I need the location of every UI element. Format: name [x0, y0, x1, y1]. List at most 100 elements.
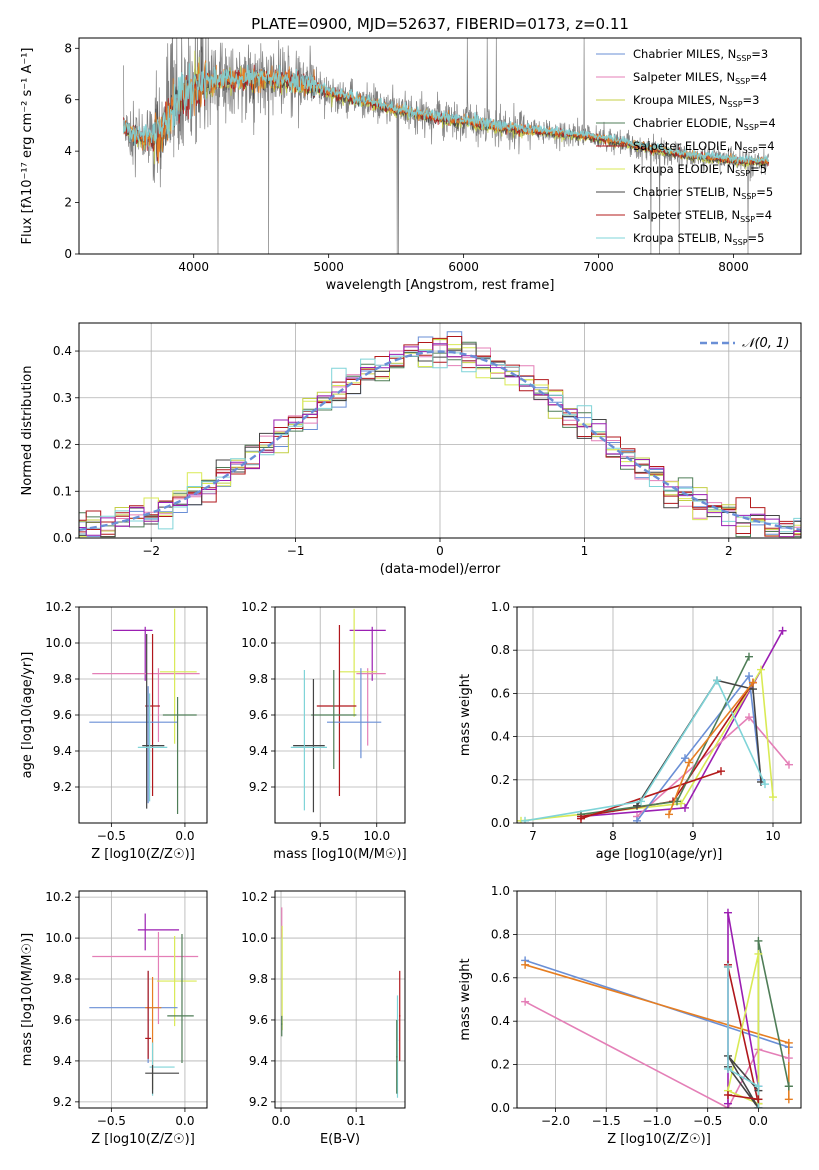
y-tick-label: 9.8 [53, 672, 72, 686]
weight-point-marker [754, 1095, 763, 1104]
x-axis-label: Z [log10(Z/Z☉)] [91, 1132, 195, 1147]
y-tick-label: 2 [64, 196, 72, 210]
y-tick-label: 0.2 [53, 438, 72, 452]
y-tick-label: 9.6 [53, 1013, 72, 1027]
y-tick-label: 9.2 [249, 1095, 268, 1109]
weight-vs-Z-panel: −2.0 −1.5 −1.0 −0.5 0.0 0.0 0.2 0.4 0.6 0.8 1.0 Z [… [458, 884, 802, 1147]
y-tick-label: 9.4 [53, 1054, 72, 1068]
y-tick-label: 9.4 [249, 1054, 268, 1068]
axes-frame [274, 890, 406, 1109]
x-tick-label: 9 [689, 829, 697, 843]
x-tick-label: −2.0 [541, 1114, 570, 1128]
x-tick-label: 0.0 [175, 829, 194, 843]
weight-point-marker [665, 810, 673, 819]
x-tick-label: 4000 [178, 260, 209, 274]
y-tick-label: 10.2 [45, 600, 72, 614]
y-tick-label: 9.2 [53, 1095, 72, 1109]
y-tick-label: 9.4 [53, 744, 72, 758]
weight-point-marker [769, 793, 777, 802]
y-tick-label: 0.0 [491, 816, 510, 830]
weight-series-line [636, 674, 762, 822]
weight-point-marker [784, 1082, 793, 1091]
weight-point-marker [745, 652, 753, 661]
weight-series-line [727, 1055, 760, 1108]
x-tick-label: −1 [287, 544, 305, 558]
weight-series-line [727, 912, 760, 1104]
x-tick-label: 10.0 [363, 829, 390, 843]
x-tick-label: 7000 [583, 260, 614, 274]
y-tick-label: 8 [64, 41, 72, 55]
x-tick-label: −1.5 [592, 1114, 621, 1128]
y-tick-label: 10.0 [241, 636, 268, 650]
y-tick-label: 0.2 [491, 1058, 510, 1072]
weight-point-marker [778, 626, 787, 635]
y-tick-label: 10.0 [241, 931, 268, 945]
weight-point-marker [754, 1082, 763, 1091]
y-tick-label: 0.4 [53, 344, 72, 358]
legend-entry: 𝒩(0, 1) [742, 336, 789, 351]
mass-vs-EBV-panel: 0.0 0.1 9.2 9.4 9.6 9.8 10.0 10.2 E(B-V) [241, 890, 406, 1147]
normal-reference-curve [79, 350, 801, 531]
residual-histogram-series [79, 344, 801, 535]
weight-point-marker [681, 803, 689, 812]
residual-histogram-series [79, 338, 801, 538]
y-tick-label: 6 [64, 93, 72, 107]
weight-point-marker [723, 908, 732, 917]
weight-series-line [524, 678, 766, 822]
y-tick-label: 10.0 [45, 636, 72, 650]
weight-series-line [520, 667, 774, 822]
residual-histogram-series [79, 343, 801, 538]
x-tick-label: 7 [529, 829, 537, 843]
y-tick-label: 9.2 [53, 780, 72, 794]
weight-point-marker [723, 962, 732, 971]
weight-point-marker [713, 676, 721, 685]
x-tick-label: −0.5 [97, 1114, 126, 1128]
x-axis-label: Z [log10(Z/Z☉)] [91, 847, 195, 862]
y-axis-label: age [log10(age/yr)] [20, 652, 35, 779]
x-axis-label: Z [log10(Z/Z☉)] [607, 1132, 711, 1147]
weight-point-marker [723, 1064, 732, 1073]
x-tick-label: −0.5 [97, 829, 126, 843]
y-tick-label: 0.4 [491, 1014, 510, 1028]
legend-entry: Chabrier ELODIE, NSSP=4 [633, 116, 776, 132]
residual-histogram-series [79, 343, 801, 538]
weight-point-marker [754, 949, 763, 958]
x-tick-label: 8 [609, 829, 617, 843]
y-tick-label: 10.0 [45, 931, 72, 945]
y-tick-label: 9.6 [249, 708, 268, 722]
weight-series-line [524, 1000, 790, 1108]
y-tick-label: 0.3 [53, 391, 72, 405]
weight-point-marker [757, 665, 765, 674]
weight-point-marker [521, 997, 530, 1006]
y-tick-label: 0.6 [491, 686, 510, 700]
y-tick-label: 0.1 [53, 484, 72, 498]
weight-point-marker [717, 767, 725, 776]
weight-point-marker [521, 960, 530, 969]
weight-point-marker [633, 816, 641, 823]
y-tick-label: 0.8 [491, 927, 510, 941]
y-tick-label: 10.2 [45, 890, 72, 904]
weight-point-marker [637, 797, 645, 806]
y-tick-label: 0.4 [491, 730, 510, 744]
age-vs-Z-panel: −0.5 0.0 9.2 9.4 9.6 9.8 10.0 10.2 Z [log10(Z/Z☉… [20, 600, 208, 862]
x-tick-label: −1.0 [642, 1114, 671, 1128]
weight-point-marker [745, 713, 753, 722]
weight-point-marker [521, 816, 529, 823]
weight-point-marker [754, 936, 763, 945]
x-axis-label: age [log10(age/yr)] [596, 847, 723, 862]
axes-frame [78, 890, 208, 1109]
weight-vs-Z-plot-area [521, 908, 793, 1108]
axes-frame [516, 606, 802, 824]
y-axis-label: mass weight [458, 958, 473, 1040]
weight-point-marker [749, 678, 757, 687]
x-tick-label: 0.0 [749, 1114, 768, 1128]
x-tick-label: 0.1 [347, 1114, 366, 1128]
residual-histogram-series [79, 339, 801, 538]
mass-vs-Z-panel: −0.5 0.0 9.2 9.4 9.6 9.8 10.0 10.2 Z [log10(Z/Z☉… [20, 890, 208, 1147]
y-tick-label: 9.6 [249, 1013, 268, 1027]
x-axis-label: mass [log10(M/M☉)] [273, 847, 406, 862]
x-tick-label: 6000 [448, 260, 479, 274]
weight-point-marker [745, 672, 753, 681]
y-tick-label: 0.0 [491, 1101, 510, 1115]
